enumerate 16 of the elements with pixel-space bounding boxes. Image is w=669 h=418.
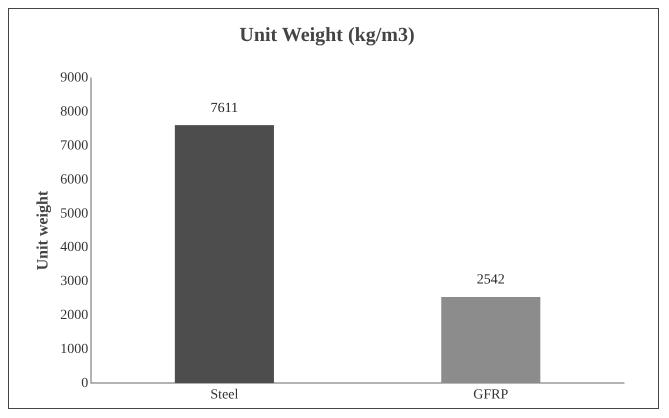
y-tick-label: 9000 — [60, 70, 88, 86]
x-tick-label: GFRP — [473, 387, 509, 402]
y-tick-label: 4000 — [60, 240, 88, 256]
y-tick-label: 2000 — [60, 308, 88, 324]
y-tick-label: 7000 — [60, 138, 88, 154]
y-tick-label: 8000 — [60, 104, 88, 120]
chart-title: Unit Weight (kg/m3) — [239, 24, 415, 46]
y-tick-label: 1000 — [60, 342, 88, 357]
y-tick-label: 0 — [81, 376, 88, 391]
y-axis-title: Unit weight — [34, 190, 52, 270]
x-tick-label: Steel — [210, 387, 239, 402]
y-tick-label: 6000 — [60, 172, 88, 188]
data-label: 7611 — [210, 100, 238, 116]
data-label: 2542 — [476, 272, 505, 288]
y-tick-label: 3000 — [60, 274, 88, 290]
y-tick-label: 5000 — [60, 206, 88, 222]
